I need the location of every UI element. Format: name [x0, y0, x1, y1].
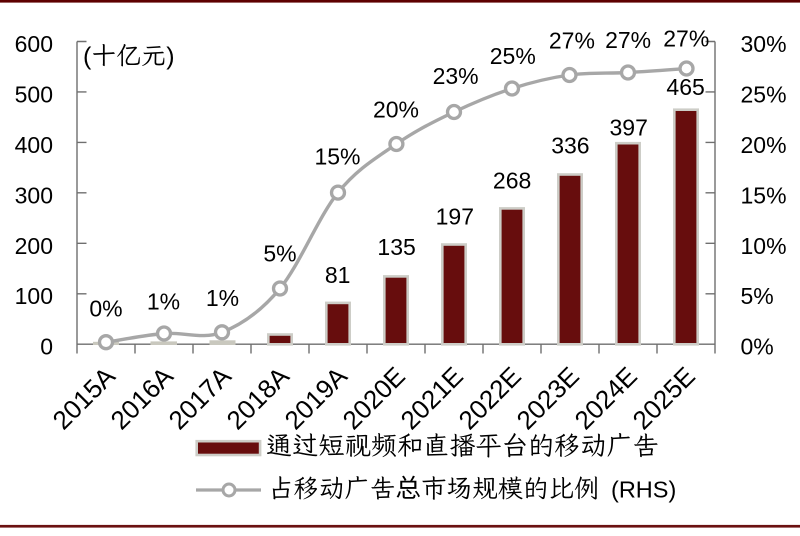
svg-text:25%: 25% [490, 43, 536, 69]
svg-text:397: 397 [610, 115, 648, 141]
svg-text:27%: 27% [605, 27, 651, 53]
svg-text:15%: 15% [314, 143, 360, 169]
svg-text:600: 600 [15, 31, 53, 57]
svg-text:81: 81 [325, 262, 351, 288]
svg-text:5%: 5% [263, 240, 296, 266]
svg-text:20%: 20% [373, 96, 419, 122]
svg-text:400: 400 [15, 132, 53, 158]
svg-text:135: 135 [377, 234, 415, 260]
svg-text:200: 200 [15, 233, 53, 259]
svg-text:0: 0 [40, 334, 53, 360]
svg-text:27%: 27% [663, 25, 709, 51]
svg-text:20%: 20% [741, 132, 787, 158]
svg-text:197: 197 [436, 203, 474, 229]
svg-text:500: 500 [15, 81, 53, 107]
svg-text:23%: 23% [433, 63, 479, 89]
svg-text:5%: 5% [741, 283, 774, 309]
svg-text:268: 268 [493, 167, 531, 193]
svg-text:300: 300 [15, 182, 53, 208]
svg-text:0%: 0% [741, 334, 774, 360]
svg-text:): ) [166, 43, 174, 71]
svg-text:25%: 25% [741, 81, 787, 107]
svg-text:1%: 1% [206, 285, 239, 311]
svg-text:27%: 27% [549, 28, 595, 54]
svg-text:(: ( [83, 43, 92, 71]
svg-text:465: 465 [666, 74, 704, 100]
svg-text:(RHS): (RHS) [611, 477, 676, 503]
svg-text:336: 336 [551, 132, 589, 158]
svg-text:100: 100 [15, 283, 53, 309]
svg-text:10%: 10% [741, 233, 787, 259]
svg-text:0%: 0% [89, 295, 122, 321]
svg-text:1%: 1% [147, 288, 180, 314]
svg-text:30%: 30% [741, 31, 787, 57]
svg-text:15%: 15% [741, 182, 787, 208]
